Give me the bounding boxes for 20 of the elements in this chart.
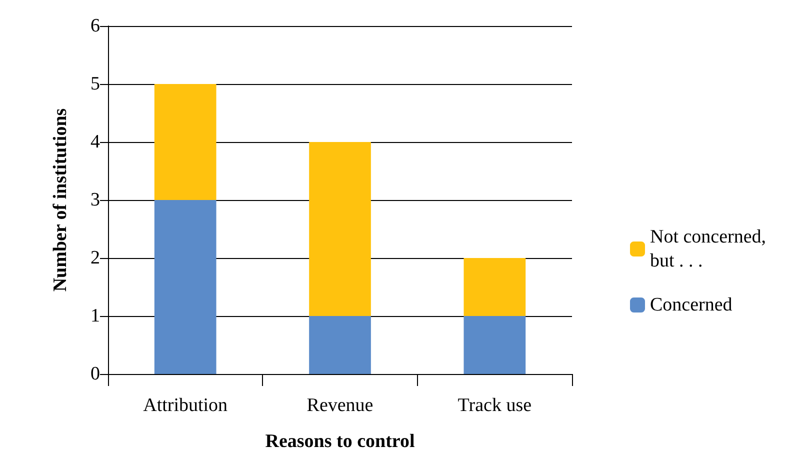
bar: [309, 142, 371, 316]
bar: [154, 84, 216, 200]
y-axis-title: Number of institutions: [50, 108, 71, 292]
bar: [154, 200, 216, 374]
y-tick-label: 0: [90, 364, 100, 384]
legend-label: Not concerned, but . . .: [650, 226, 771, 272]
y-tick-label: 2: [90, 248, 100, 268]
x-tick-label: Revenue: [306, 395, 374, 416]
bar: [309, 316, 371, 374]
x-axis-title: Reasons to control: [265, 431, 415, 452]
y-tick-label: 1: [90, 306, 100, 326]
y-tick-label: 4: [90, 132, 100, 152]
x-tick-label: Track use: [458, 395, 532, 416]
y-tick-label: 6: [90, 16, 100, 36]
bar: [464, 258, 526, 316]
y-tick-label: 5: [90, 74, 100, 94]
y-tick-label: 3: [90, 190, 100, 210]
legend-label: Concerned: [650, 294, 733, 316]
x-tick-label: Attribution: [143, 395, 228, 416]
bar: [464, 316, 526, 374]
